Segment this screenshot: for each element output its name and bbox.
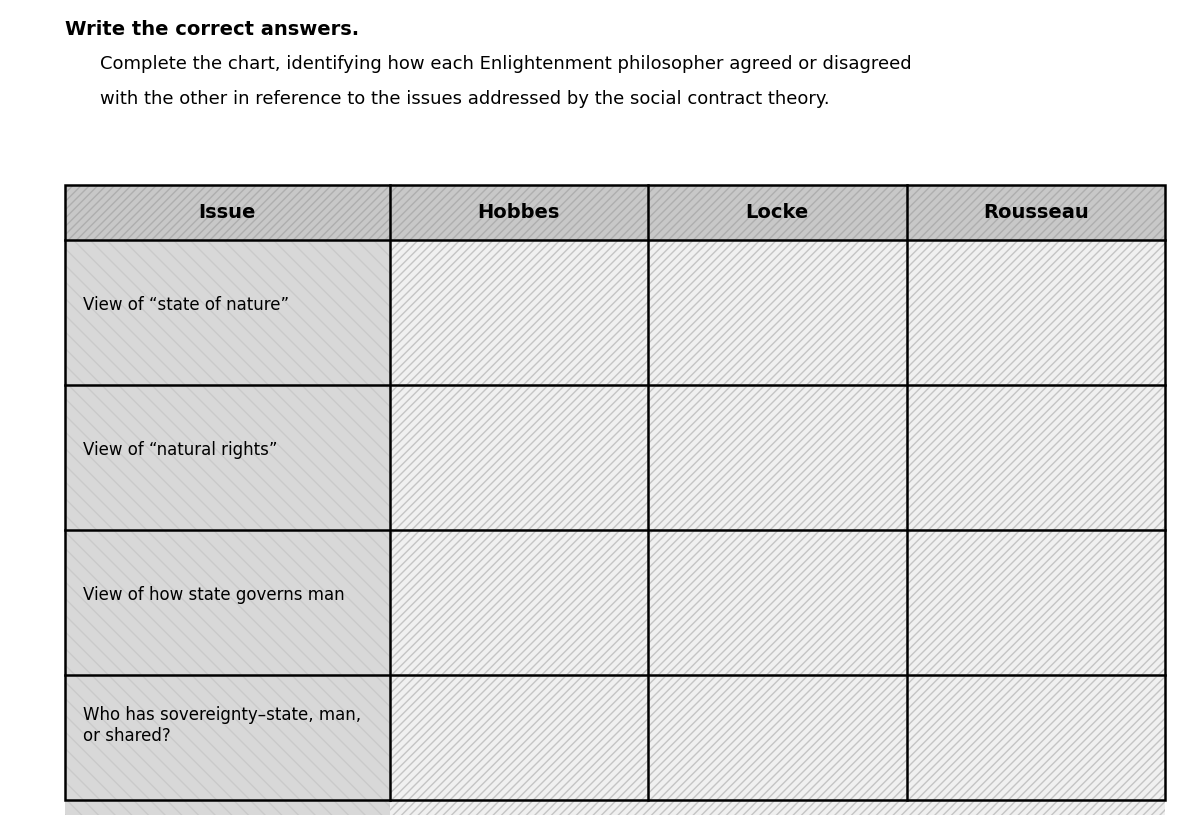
Bar <box>648 240 906 385</box>
Text: View of “natural rights”: View of “natural rights” <box>83 441 277 459</box>
Bar <box>390 530 648 675</box>
Text: Hobbes: Hobbes <box>478 203 560 222</box>
Bar <box>65 185 1165 800</box>
Bar <box>906 385 1165 530</box>
Bar <box>906 185 1165 240</box>
Bar <box>906 185 1165 240</box>
Bar <box>390 675 648 815</box>
Bar <box>906 240 1165 385</box>
Bar <box>906 240 1165 385</box>
Bar <box>65 530 390 675</box>
Bar <box>65 185 390 240</box>
Bar <box>390 185 648 240</box>
Bar <box>390 185 648 240</box>
Text: Locke: Locke <box>745 203 809 222</box>
Bar <box>906 675 1165 815</box>
Bar <box>390 240 648 385</box>
Bar <box>390 530 648 675</box>
Bar <box>390 385 648 530</box>
Bar <box>648 385 906 530</box>
Text: Rousseau: Rousseau <box>983 203 1088 222</box>
Bar <box>906 530 1165 675</box>
Bar <box>65 530 390 675</box>
Bar <box>390 675 648 815</box>
Bar <box>390 385 648 530</box>
Bar <box>906 675 1165 815</box>
Bar <box>648 240 906 385</box>
Bar <box>65 240 390 385</box>
Text: View of “state of nature”: View of “state of nature” <box>83 296 289 315</box>
Bar <box>648 675 906 815</box>
Text: Write the correct answers.: Write the correct answers. <box>65 20 359 39</box>
Bar <box>65 385 390 530</box>
Bar <box>648 185 906 240</box>
Bar <box>648 530 906 675</box>
Bar <box>648 675 906 815</box>
Text: View of how state governs man: View of how state governs man <box>83 586 344 604</box>
Bar <box>65 385 390 530</box>
Bar <box>65 240 390 385</box>
Bar <box>648 530 906 675</box>
Bar <box>906 385 1165 530</box>
Bar <box>648 385 906 530</box>
Text: with the other in reference to the issues addressed by the social contract theor: with the other in reference to the issue… <box>100 90 829 108</box>
Text: Complete the chart, identifying how each Enlightenment philosopher agreed or dis: Complete the chart, identifying how each… <box>100 55 912 73</box>
Text: Issue: Issue <box>198 203 256 222</box>
Bar <box>390 240 648 385</box>
Bar <box>906 530 1165 675</box>
Bar <box>65 675 390 815</box>
Text: Who has sovereignty–state, man,
or shared?: Who has sovereignty–state, man, or share… <box>83 707 361 745</box>
Bar <box>65 185 390 240</box>
Bar <box>65 675 390 815</box>
Bar <box>648 185 906 240</box>
